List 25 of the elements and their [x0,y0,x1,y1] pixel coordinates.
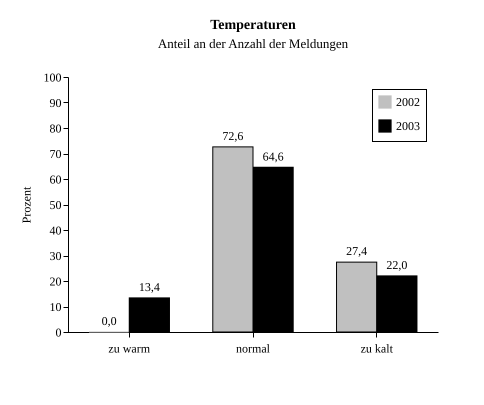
y-tick-label: 40 [50,224,62,238]
y-axis-title: Prozent [20,186,34,224]
legend-label: 2003 [396,119,420,133]
chart-subtitle: Anteil an der Anzahl der Meldungen [158,36,349,51]
data-label: 72,6 [222,128,244,143]
y-tick-label: 20 [50,274,62,288]
data-label: 13,4 [138,280,160,294]
data-label: 27,4 [346,244,368,258]
y-tick-label: 0 [56,326,62,340]
y-tick-label: 80 [50,122,62,136]
chart-title: Temperaturen [210,18,296,33]
x-tick-label: zu kalt [360,342,394,356]
data-label: 22,0 [386,258,408,272]
y-tick-label: 30 [50,249,62,263]
y-tick-label: 90 [50,96,62,110]
x-tick-label: zu warm [108,342,151,356]
y-tick-label: 70 [50,147,62,161]
data-label: 64,6 [262,149,284,164]
y-tick-label: 100 [44,70,62,84]
y-tick-label: 60 [50,172,62,186]
x-tick-label: normal [236,342,271,356]
data-label: 0,0 [102,314,117,328]
y-tick-label: 50 [50,198,62,212]
y-tick-label: 10 [50,300,62,314]
legend-label: 2002 [396,95,420,109]
